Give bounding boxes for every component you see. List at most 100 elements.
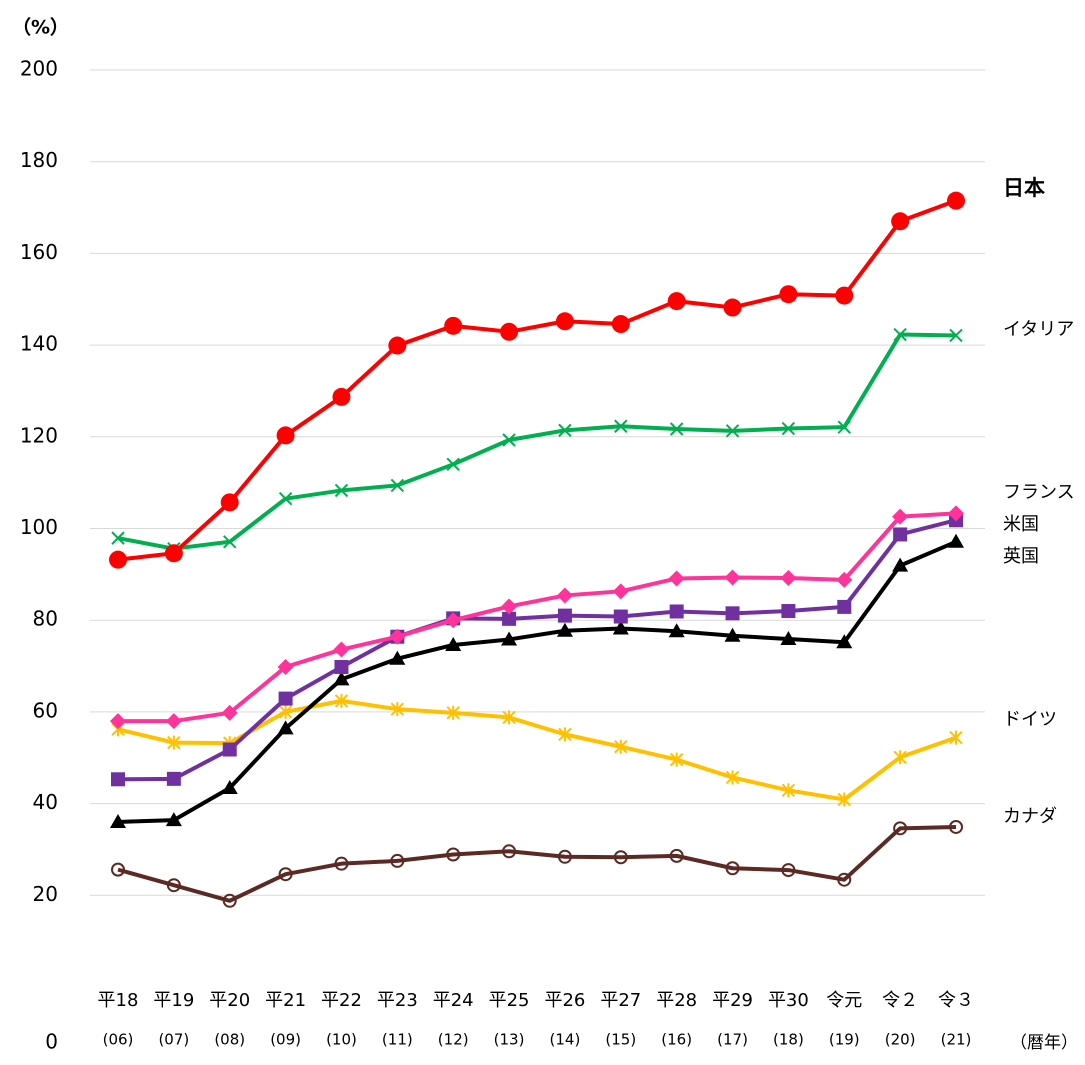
series-line xyxy=(117,198,957,562)
marker xyxy=(333,641,350,658)
marker xyxy=(613,850,628,865)
marker xyxy=(109,550,127,569)
marker xyxy=(334,856,349,871)
marker xyxy=(446,847,461,862)
y-tick-label: 180 xyxy=(20,148,58,172)
marker xyxy=(781,604,796,619)
marker xyxy=(947,191,965,210)
marker xyxy=(669,752,684,767)
marker xyxy=(390,702,405,717)
marker xyxy=(390,853,405,868)
marker xyxy=(167,735,181,750)
x-tick-label: 平29 xyxy=(712,990,753,1011)
marker xyxy=(556,587,573,604)
marker xyxy=(278,491,293,506)
series-line xyxy=(118,511,957,724)
marker xyxy=(669,848,684,863)
x-tick-sublabel: (12) xyxy=(438,1031,469,1049)
x-tick-label: 令元 xyxy=(826,990,862,1011)
marker xyxy=(837,792,851,807)
marker xyxy=(445,636,462,651)
x-tick-sublabel: (08) xyxy=(214,1031,245,1049)
marker xyxy=(388,336,407,355)
marker xyxy=(333,671,350,686)
marker xyxy=(278,704,293,719)
legend-label: イタリア xyxy=(1003,319,1074,340)
x-tick-sublabel: (09) xyxy=(270,1031,301,1049)
x-tick-sublabel: (06) xyxy=(103,1031,134,1049)
marker xyxy=(223,535,237,549)
x-tick-sublabel: (20) xyxy=(885,1031,916,1049)
marker xyxy=(949,730,963,745)
x-tick-label: 平24 xyxy=(433,990,474,1011)
marker xyxy=(334,693,349,708)
marker xyxy=(221,704,238,721)
marker xyxy=(837,872,852,887)
marker xyxy=(502,611,517,626)
marker xyxy=(724,627,741,642)
x-unit: （暦年） xyxy=(1010,1033,1078,1053)
marker xyxy=(779,285,798,304)
marker xyxy=(111,531,125,545)
marker xyxy=(332,387,351,406)
marker xyxy=(389,650,406,665)
x-tick-label: 令３ xyxy=(938,990,974,1011)
marker xyxy=(893,821,908,836)
marker xyxy=(949,819,963,834)
y-tick-label: 80 xyxy=(33,607,58,631)
series-line xyxy=(117,824,957,903)
y-tick-label: 20 xyxy=(33,882,58,906)
series-line xyxy=(117,539,957,824)
marker xyxy=(556,622,573,637)
marker xyxy=(558,727,572,742)
marker xyxy=(668,623,685,638)
marker xyxy=(502,710,516,725)
marker xyxy=(781,783,796,798)
marker xyxy=(781,863,796,878)
marker xyxy=(836,571,853,588)
marker xyxy=(668,570,685,587)
marker xyxy=(557,849,572,864)
x-tick-label: 令２ xyxy=(882,990,918,1011)
marker xyxy=(445,612,462,629)
x-tick-label: 平27 xyxy=(600,990,641,1011)
marker xyxy=(780,570,797,587)
legend-label: 英国 xyxy=(1003,546,1039,567)
marker xyxy=(723,298,742,317)
marker xyxy=(220,493,239,512)
marker xyxy=(110,713,126,730)
marker xyxy=(276,426,295,445)
marker xyxy=(725,606,740,621)
marker xyxy=(614,419,628,433)
marker xyxy=(667,292,686,311)
x-tick-label: 平28 xyxy=(656,990,697,1011)
x-tick-sublabel: (10) xyxy=(326,1031,357,1049)
x-tick-sublabel: (18) xyxy=(773,1031,804,1049)
x-tick-sublabel: (19) xyxy=(829,1031,860,1049)
marker xyxy=(558,423,572,438)
marker xyxy=(334,659,349,674)
x-tick-sublabel: (15) xyxy=(605,1031,636,1049)
y-tick-label: 0 xyxy=(45,1030,58,1054)
marker xyxy=(557,608,572,623)
marker xyxy=(948,505,964,522)
marker xyxy=(837,599,852,614)
x-tick-label: 平22 xyxy=(321,990,362,1011)
marker xyxy=(390,478,405,493)
marker xyxy=(893,327,907,342)
marker xyxy=(165,812,182,827)
marker xyxy=(612,583,629,600)
legend-label: フランス xyxy=(1003,482,1075,503)
x-tick-label: 平18 xyxy=(98,990,139,1011)
marker xyxy=(892,557,909,572)
marker xyxy=(502,433,516,447)
x-tick-label: 平20 xyxy=(209,990,250,1011)
marker xyxy=(669,604,684,619)
x-tick-sublabel: (21) xyxy=(941,1031,972,1049)
marker xyxy=(277,720,294,735)
y-tick-label: 100 xyxy=(20,515,58,539)
marker xyxy=(614,739,628,754)
marker xyxy=(500,322,519,341)
series-line xyxy=(117,332,957,551)
